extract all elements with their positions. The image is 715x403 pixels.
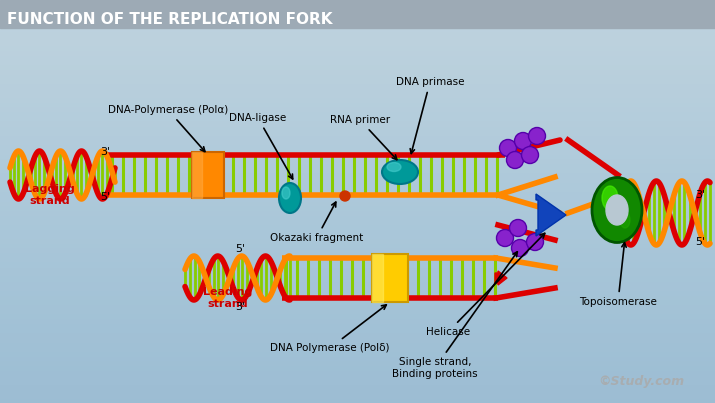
Text: Okazaki fragment: Okazaki fragment [270, 202, 363, 243]
Text: Helicase: Helicase [426, 233, 545, 337]
Ellipse shape [620, 212, 630, 228]
Text: DNA Polymerase (Polδ): DNA Polymerase (Polδ) [270, 305, 390, 353]
Text: RNA primer: RNA primer [330, 115, 397, 160]
Text: DNA-ligase: DNA-ligase [230, 113, 292, 179]
Circle shape [521, 147, 538, 164]
Text: Single strand,
Binding proteins: Single strand, Binding proteins [393, 252, 518, 379]
Ellipse shape [279, 183, 301, 213]
Text: FUNCTION OF THE REPLICATION FORK: FUNCTION OF THE REPLICATION FORK [7, 12, 332, 27]
Ellipse shape [592, 177, 642, 243]
Ellipse shape [387, 162, 401, 172]
Ellipse shape [382, 160, 418, 184]
Text: Topoisomerase: Topoisomerase [579, 243, 657, 307]
Bar [0, 0, 715, 28]
Ellipse shape [282, 187, 290, 199]
Text: 5': 5' [695, 237, 705, 247]
FancyArrow shape [536, 194, 566, 236]
FancyArrow shape [495, 271, 507, 285]
Text: 3': 3' [235, 302, 245, 312]
Bar [372, 254, 408, 302]
Bar [372, 254, 383, 302]
Ellipse shape [606, 195, 628, 225]
Text: Lagging
strand: Lagging strand [25, 184, 75, 206]
Bar [192, 152, 202, 198]
Bar [192, 152, 224, 198]
Circle shape [511, 239, 528, 256]
Text: ©Study.com: ©Study.com [598, 375, 684, 388]
Text: 3': 3' [695, 190, 705, 200]
Text: 3': 3' [100, 147, 110, 157]
Text: Leading
strand: Leading strand [203, 287, 252, 309]
Circle shape [506, 152, 523, 168]
Circle shape [528, 127, 546, 145]
Circle shape [510, 220, 526, 237]
Circle shape [500, 139, 516, 156]
Circle shape [340, 191, 350, 201]
Text: DNA primase: DNA primase [395, 77, 464, 154]
Circle shape [526, 233, 543, 251]
Circle shape [496, 229, 513, 247]
Text: 5': 5' [100, 192, 110, 202]
Text: DNA-Polymerase (Polα): DNA-Polymerase (Polα) [108, 105, 228, 152]
Circle shape [515, 133, 531, 150]
Ellipse shape [602, 186, 618, 210]
Text: 5': 5' [235, 244, 245, 254]
